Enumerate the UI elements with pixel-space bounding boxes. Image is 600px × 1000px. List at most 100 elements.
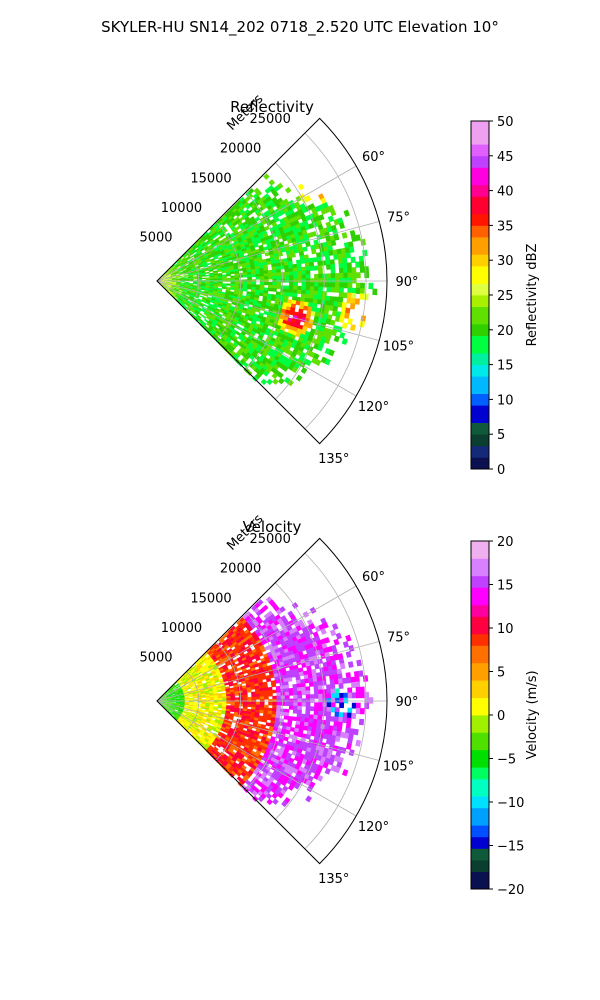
radar-gate [167, 281, 173, 283]
radar-gate [163, 277, 168, 279]
radar-gate [210, 250, 216, 254]
radar-gate [189, 262, 194, 266]
radar-gate [244, 216, 250, 222]
radar-gate [274, 259, 280, 264]
radar-gate [231, 256, 237, 260]
radar-gate [170, 273, 176, 276]
radar-gate [165, 270, 169, 275]
radar-gate [162, 274, 167, 278]
radar-gate [182, 259, 188, 264]
radar-gate [280, 275, 286, 280]
radar-gate [166, 273, 171, 277]
radar-gate [230, 242, 236, 247]
radar-gate [178, 269, 184, 273]
radar-gate [213, 278, 219, 281]
radar-gate [234, 277, 240, 280]
radar-gate [355, 234, 361, 242]
radar-gate [221, 274, 227, 277]
radar-gate [178, 260, 183, 264]
radar-gate [253, 187, 260, 194]
radar-gate [330, 287, 336, 293]
radar-gate [213, 702, 219, 705]
radar-gate [264, 225, 270, 231]
radar-gate [300, 238, 306, 245]
radar-gate [202, 252, 208, 257]
radar-gate [225, 271, 231, 275]
radar-gate [345, 252, 351, 259]
radar-gate [303, 254, 309, 260]
radar-gate [208, 254, 214, 259]
colorbar-segment [471, 312, 489, 319]
radar-gate [277, 377, 285, 385]
radar-gate [322, 689, 328, 695]
radar-gate [210, 260, 216, 265]
radar-gate [305, 690, 311, 696]
radar-gate [300, 258, 306, 264]
radar-gate [225, 242, 231, 247]
radar-gate [310, 231, 317, 238]
radar-gate [217, 274, 223, 277]
radar-gate [314, 273, 319, 279]
colorbar-segment [471, 680, 489, 687]
radar-gate [309, 265, 315, 271]
radar-gate [330, 707, 336, 713]
radar-gate [285, 186, 292, 194]
radar-gate [290, 252, 296, 258]
radar-gate [202, 237, 208, 242]
radar-gate [255, 190, 263, 197]
radar-gate [252, 231, 259, 237]
radar-gate [196, 250, 202, 255]
radar-gate [293, 248, 300, 254]
radar-gate [234, 273, 240, 276]
colorbar-tick-label: 20 [497, 535, 514, 550]
radar-gate [219, 225, 225, 231]
radar-gate [315, 252, 322, 258]
radar-gate [305, 278, 311, 283]
radar-gate [244, 208, 250, 215]
radar-gate [364, 702, 370, 710]
radar-gate [298, 251, 305, 257]
radar-gate [230, 287, 235, 291]
radar-gate [364, 691, 370, 699]
radar-gate [318, 702, 324, 708]
radar-gate [341, 232, 348, 239]
radar-gate [175, 276, 181, 279]
radar-gate [230, 275, 236, 279]
radar-gate [246, 269, 252, 273]
radar-gate [235, 234, 242, 239]
radar-gate [185, 264, 191, 268]
radar-gate [189, 247, 194, 252]
colorbar-segment [471, 271, 489, 278]
radar-gate [314, 693, 319, 699]
radar-gate [252, 206, 259, 212]
radar-gate [192, 277, 198, 279]
radar-gate [196, 276, 202, 279]
colorbar-label: Velocity (m/s) [525, 670, 540, 759]
colorbar-segment [471, 842, 489, 849]
azimuth-tick-label: 90° [395, 275, 418, 290]
radar-gate [234, 281, 240, 285]
velocity-panel: Velocity500010000150002000025000Meters60… [139, 512, 540, 898]
radar-gate [284, 268, 290, 273]
radar-gate [339, 277, 345, 284]
radar-gate [317, 265, 323, 271]
radar-gate [176, 278, 181, 280]
radar-gate [179, 255, 184, 260]
radar-gate [287, 238, 293, 244]
radar-gate [193, 262, 199, 266]
radar-gate [360, 691, 365, 699]
radar-gate [339, 702, 345, 709]
colorbar-tick-label: 35 [497, 219, 514, 234]
radar-gate [184, 275, 189, 278]
radar-gate [278, 258, 285, 264]
radar-gate [221, 286, 227, 290]
radar-gate [310, 698, 315, 703]
radar-gate [167, 279, 173, 280]
radar-gate [284, 702, 290, 707]
radar-gate [213, 281, 219, 284]
radar-gate [327, 245, 334, 252]
radar-gate [198, 265, 204, 268]
radar-gate [197, 281, 202, 283]
radar-gate [318, 282, 324, 288]
radar-gate [297, 690, 303, 696]
